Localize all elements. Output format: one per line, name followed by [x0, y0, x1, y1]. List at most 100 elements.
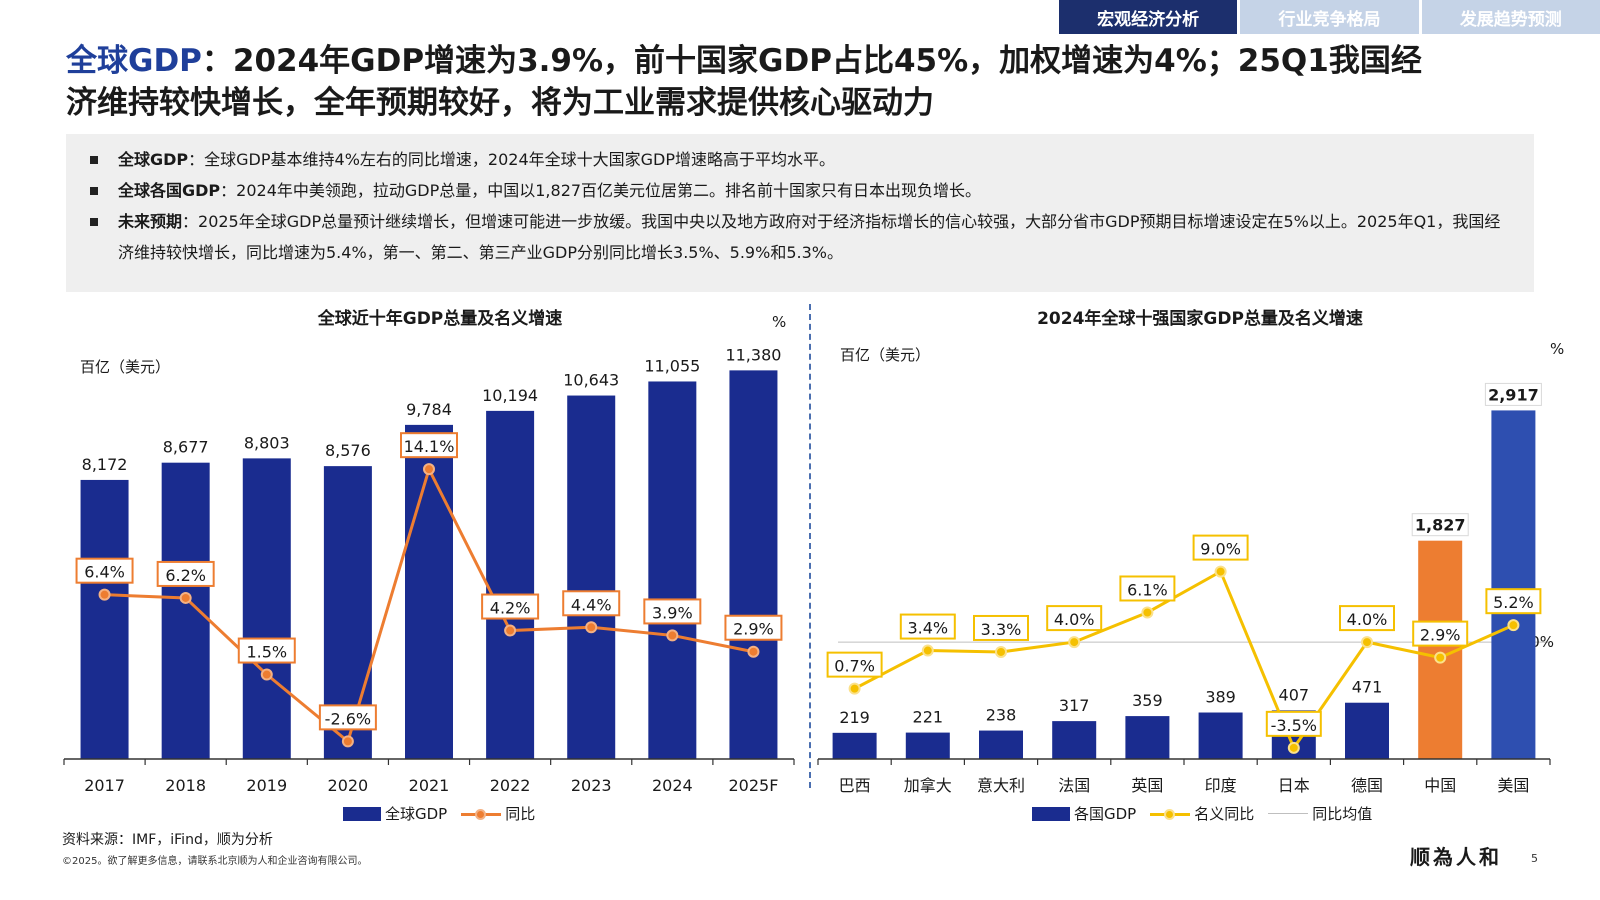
tab-trend-forecast[interactable]: 发展趋势预测 [1421, 0, 1600, 34]
chart1-legend: 全球GDP 同比 [343, 803, 535, 824]
line-label-box [156, 560, 215, 587]
category-label: 加拿大 [904, 776, 952, 795]
line-value-label: -3.5% [1271, 716, 1317, 735]
chart1-left-unit: 百亿（美元） [80, 358, 171, 376]
line-label-box [481, 593, 540, 620]
legend-bar-label: 全球GDP [385, 805, 448, 823]
category-label: 法国 [1058, 776, 1090, 795]
line-label-box [237, 637, 296, 664]
legend-bar-label: 各国GDP [1074, 805, 1137, 823]
top-nav-tabs: 宏观经济分析 行业竞争格局 发展趋势预测 [1056, 0, 1600, 34]
category-label: 日本 [1278, 776, 1310, 795]
line-label-box [562, 590, 621, 617]
bar-2024 [648, 381, 697, 759]
bar-英国 [1125, 716, 1170, 759]
bullet-text: ：2024年中美领跑，拉动GDP总量，中国以1,827百亿美元位居第二。排名前十… [220, 181, 982, 200]
title-line1: ：2024年GDP增速为3.9%，前十国家GDP占比45%，加权增速为4%；25… [201, 43, 1422, 79]
bar-value-label: 389 [1205, 688, 1236, 707]
line-point [1434, 651, 1447, 664]
bar-巴西 [832, 732, 877, 759]
line-label-box [75, 557, 134, 584]
line-value-label: 3.9% [652, 603, 693, 622]
line-point [504, 624, 517, 637]
category-label: 巴西 [839, 776, 871, 795]
legend-line-swatch [1150, 807, 1191, 821]
bar-value-label: 219 [839, 708, 870, 727]
summary-bullet: 全球各国GDP：2024年中美领跑，拉动GDP总量，中国以1,827百亿美元位居… [86, 175, 1514, 206]
bullet-content: 未来预期：2025年全球GDP总量预计继续增长，但增速可能进一步放缓。我国中央以… [118, 206, 1514, 268]
category-label: 中国 [1424, 776, 1456, 795]
line-value-label: 2.9% [733, 620, 774, 639]
legend-ref-label: 同比均值 [1312, 805, 1373, 823]
line-value-label: 4.4% [571, 595, 612, 614]
chart1-title: 全球近十年GDP总量及名义增速 [317, 309, 563, 329]
line-label-box [1192, 534, 1249, 561]
bar-2018 [161, 462, 210, 759]
bar-value-label: 317 [1059, 696, 1090, 715]
bar-value-label: 8,677 [163, 438, 209, 457]
line-value-label: 6.1% [1127, 580, 1168, 599]
line-point [341, 735, 354, 748]
bar-2019 [242, 458, 291, 759]
line-value-label: 2.9% [1420, 626, 1461, 645]
category-label: 2018 [165, 776, 206, 795]
line-point [98, 588, 111, 601]
bar-value-label: 471 [1352, 678, 1383, 697]
line-label-box [1485, 588, 1542, 615]
page-number: 5 [1531, 852, 1538, 865]
copyright-notice: ©2025。欲了解更多信息，请联系北京顺为人和企业咨询有限公司。 [62, 856, 368, 867]
line-label-box [724, 614, 783, 641]
line-label-box [1046, 605, 1103, 632]
bullet-label: 全球GDP [118, 150, 189, 169]
bar-2022 [486, 410, 535, 759]
bar-2025F [729, 370, 778, 759]
line-point [260, 668, 273, 681]
line-point [1068, 636, 1081, 649]
tab-macro-economy[interactable]: 宏观经济分析 [1059, 0, 1238, 34]
bar-德国 [1345, 702, 1389, 759]
bullet-square-icon [90, 187, 98, 195]
category-label: 意大利 [977, 776, 1025, 795]
bar-法国 [1052, 721, 1097, 759]
bar-value-label: 407 [1279, 685, 1310, 704]
line-value-label: 14.1% [404, 437, 455, 456]
title-accent: 全球GDP [66, 43, 202, 79]
line-label-box [826, 651, 883, 678]
bar-value-label: 10,194 [482, 386, 538, 405]
line-point [1141, 606, 1154, 619]
legend-bar-swatch [1032, 806, 1070, 821]
line-series-path [853, 569, 1515, 751]
line-label-box [643, 598, 702, 625]
legend-line-swatch [461, 807, 502, 821]
bullet-text: ：2025年全球GDP总量预计继续增长，但增速可能进一步放缓。我国中央以及地方政… [118, 212, 1501, 262]
line-point [1361, 636, 1373, 649]
bar-value-label: 238 [986, 706, 1017, 725]
tab-industry-competition[interactable]: 行业竞争格局 [1240, 0, 1419, 34]
line-label-box [400, 432, 458, 459]
line-point [921, 644, 934, 657]
legend-line-label: 同比 [505, 805, 536, 823]
line-value-label: 4.2% [490, 599, 531, 618]
category-label: 2021 [409, 776, 450, 795]
chart2-legend: 各国GDP 名义同比 同比均值 [1032, 803, 1372, 824]
bar-value-label: 8,172 [82, 455, 128, 474]
line-label-box [1339, 605, 1395, 632]
category-label: 2025F [728, 776, 778, 795]
bar-value-label: 11,380 [725, 345, 781, 364]
category-label: 2019 [246, 776, 287, 795]
line-point [179, 591, 192, 604]
bullet-text: ：全球GDP基本维持4%左右的同比增速，2024年全球十大国家GDP增速略高于平… [188, 150, 835, 169]
bullet-content: 全球GDP：全球GDP基本维持4%左右的同比增速，2024年全球十大国家GDP增… [118, 144, 835, 175]
line-label-box [973, 614, 1029, 641]
bullet-square-icon [90, 156, 98, 164]
data-source: 资料来源：IMF，iFind，顺为分析 [62, 832, 273, 848]
bar-意大利 [979, 730, 1023, 759]
line-point [666, 629, 679, 642]
bar-2021 [405, 424, 453, 759]
summary-box: 全球GDP：全球GDP基本维持4%左右的同比增速，2024年全球十大国家GDP增… [66, 134, 1534, 292]
line-label-box [1412, 620, 1469, 647]
bullet-square-icon [90, 218, 98, 226]
category-label: 德国 [1351, 776, 1383, 795]
summary-bullet: 全球GDP：全球GDP基本维持4%左右的同比增速，2024年全球十大国家GDP增… [86, 144, 1514, 175]
line-value-label: -2.6% [325, 709, 371, 728]
